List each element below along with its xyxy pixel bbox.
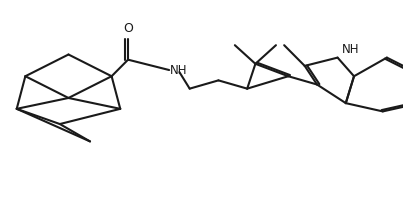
Text: NH: NH	[342, 43, 359, 55]
Text: NH: NH	[170, 64, 188, 76]
Text: O: O	[123, 22, 133, 35]
